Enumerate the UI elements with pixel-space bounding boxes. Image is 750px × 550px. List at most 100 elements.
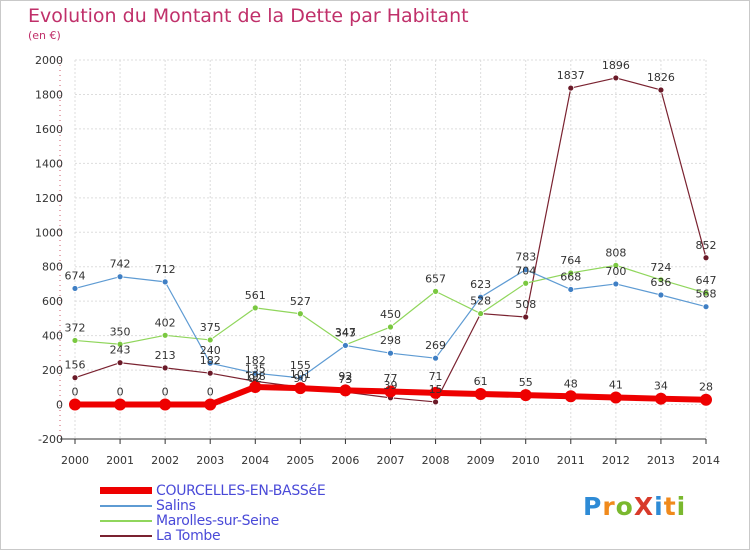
series-point-3	[612, 74, 620, 82]
x-tick-label: 2004	[241, 454, 269, 467]
series-point-1	[342, 342, 349, 349]
series-point-0	[384, 385, 397, 398]
data-label: 674	[65, 269, 86, 282]
data-label: 101	[290, 368, 311, 381]
axes: -200020040060080010001200140016001800200…	[35, 54, 720, 467]
data-label: 48	[564, 377, 578, 390]
data-label: 155	[290, 359, 311, 372]
series-point-0	[114, 398, 127, 411]
series-point-1	[251, 369, 259, 377]
legend-item-marolles: Marolles-sur-Seine	[100, 513, 400, 529]
x-tick-label: 2001	[106, 454, 134, 467]
series-point-0	[654, 392, 667, 405]
data-label: 450	[380, 308, 401, 321]
series-point-3	[116, 359, 124, 367]
data-label: 55	[519, 376, 533, 389]
data-label: 347	[335, 326, 356, 339]
legend-swatch-la-tombe	[100, 535, 152, 537]
data-label: 561	[245, 289, 266, 302]
y-tick-label: 2000	[35, 54, 63, 67]
x-tick-label: 2002	[151, 454, 179, 467]
series-point-0	[294, 382, 307, 395]
series-lines	[69, 74, 712, 411]
series-point-0	[339, 384, 352, 397]
y-tick-label: 1400	[35, 157, 63, 170]
data-label: 704	[515, 264, 536, 277]
series-point-0	[609, 391, 622, 404]
data-label: 240	[200, 344, 221, 357]
logo-letter: P	[583, 492, 603, 521]
logo-letter: o	[615, 492, 634, 521]
data-label: 61	[474, 375, 488, 388]
legend-item-la-tombe: La Tombe	[100, 528, 400, 544]
x-tick-label: 2012	[602, 454, 630, 467]
series-point-3	[567, 84, 575, 92]
data-label: 508	[515, 298, 536, 311]
x-tick-label: 2010	[512, 454, 540, 467]
y-tick-label: 1200	[35, 192, 63, 205]
data-label: 764	[560, 254, 581, 267]
data-label: 375	[200, 321, 221, 334]
series-point-1	[71, 285, 79, 292]
data-label: 568	[696, 288, 717, 301]
data-label: 527	[290, 295, 311, 308]
logo-letter: X	[633, 492, 655, 521]
data-label: 243	[110, 344, 131, 357]
overlap-data-label: 92	[248, 372, 262, 385]
chart-subtitle: (en €)	[28, 29, 61, 42]
series-point-3	[657, 86, 665, 94]
data-label: 213	[155, 349, 176, 362]
x-tick-label: 2008	[422, 454, 450, 467]
legend-item-courcelles: COURCELLES-EN-BASSéE	[100, 483, 400, 499]
legend-item-salins: Salins	[100, 498, 400, 514]
logo-letter: i	[654, 492, 664, 521]
x-tick-label: 2006	[331, 454, 359, 467]
x-tick-label: 2013	[647, 454, 675, 467]
y-tick-label: 600	[42, 295, 63, 308]
x-tick-label: 2011	[557, 454, 585, 467]
series-point-0	[204, 398, 217, 411]
x-tick-label: 2000	[61, 454, 89, 467]
series-point-3	[702, 254, 710, 262]
data-label: 402	[155, 316, 176, 329]
y-tick-label: 800	[42, 261, 63, 274]
chart-title: Evolution du Montant de la Dette par Hab…	[28, 5, 469, 27]
series-point-1	[116, 273, 124, 281]
series-point-2	[522, 279, 530, 287]
series-point-2	[71, 337, 79, 344]
overlap-data-label: 92	[338, 370, 352, 383]
data-label: 0	[117, 386, 124, 399]
data-label: 182	[200, 354, 221, 367]
data-label: 135	[245, 362, 266, 375]
legend-swatch-courcelles	[100, 487, 152, 494]
legend-label-salins: Salins	[156, 498, 196, 514]
series-point-1	[432, 354, 439, 362]
overlap-data-label: 90	[293, 372, 307, 385]
series-point-1	[522, 266, 530, 274]
series-point-3	[432, 398, 439, 406]
series-point-1	[387, 349, 394, 357]
overlap-data-label: 71	[429, 370, 443, 383]
series-point-0	[700, 393, 712, 406]
series-point-1	[161, 278, 169, 286]
data-label: 623	[470, 278, 491, 291]
data-label: 1826	[647, 71, 675, 84]
data-label: 41	[609, 378, 623, 391]
x-tick-label: 2003	[196, 454, 224, 467]
logo-letter: i	[676, 492, 687, 521]
data-label: 712	[155, 263, 176, 276]
legend-swatch-marolles	[100, 520, 152, 522]
y-tick-label: 1600	[35, 123, 63, 136]
series-point-1	[657, 291, 665, 299]
x-tick-label: 2009	[467, 454, 495, 467]
series-point-0	[564, 390, 577, 403]
data-label: 15	[429, 383, 443, 396]
series-point-1	[612, 280, 620, 288]
y-tick-label: 200	[42, 364, 63, 377]
series-point-2	[477, 310, 485, 317]
data-label: 0	[162, 386, 169, 399]
data-label: 28	[699, 381, 713, 394]
